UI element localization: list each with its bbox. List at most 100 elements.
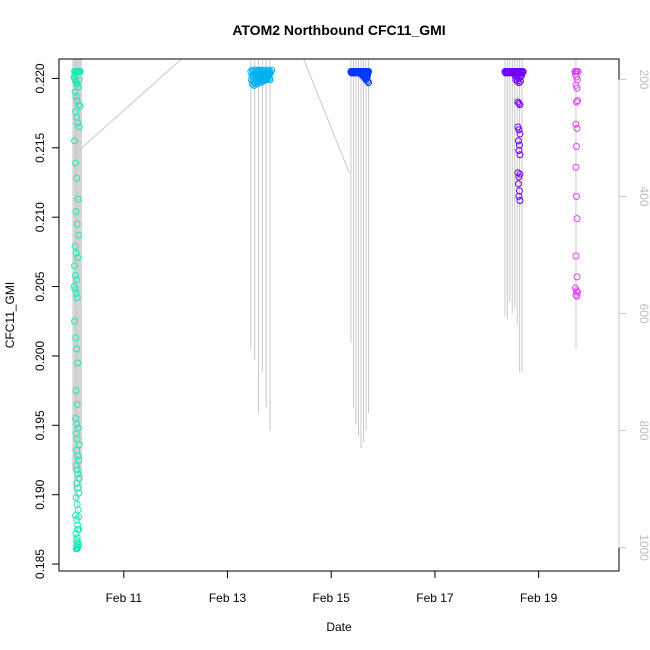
secondary-y-axis: 200 400 600 800 1000 <box>618 69 650 561</box>
data-point <box>74 359 82 367</box>
data-point <box>364 77 372 85</box>
data-point <box>73 420 81 428</box>
data-point <box>572 120 580 128</box>
data-point <box>75 474 83 482</box>
data-point <box>74 542 82 550</box>
data-point <box>72 387 80 395</box>
data-point <box>75 513 83 521</box>
data-point <box>72 511 80 519</box>
x-tick-label: Feb 13 <box>209 591 247 605</box>
flight-track-layer <box>72 59 577 513</box>
data-point <box>73 534 81 542</box>
data-point <box>516 151 524 159</box>
data-point <box>574 97 582 105</box>
data-point <box>72 530 80 538</box>
secondary-y-tick-label: 400 <box>637 186 650 206</box>
chart-title: ATOM2 Northbound CFC11_GMI <box>232 22 445 38</box>
data-point <box>572 291 580 299</box>
data-point <box>515 99 523 107</box>
data-point <box>515 192 523 200</box>
data-point <box>74 452 82 460</box>
data-point <box>76 102 84 110</box>
data-point <box>573 292 581 300</box>
data-point <box>572 142 580 150</box>
data-point <box>265 70 273 78</box>
data-point <box>572 192 580 200</box>
y-tick-label: 0.220 <box>33 63 47 93</box>
data-point <box>515 79 523 87</box>
x-tick-label: Feb 19 <box>520 591 558 605</box>
secondary-y-tick-label: 1000 <box>637 534 650 561</box>
data-point <box>515 147 523 155</box>
data-point <box>516 170 524 178</box>
data-point <box>74 525 82 533</box>
y-tick-label: 0.195 <box>33 410 47 440</box>
data-point <box>74 119 82 127</box>
data-point <box>572 163 580 171</box>
data-point <box>74 470 82 478</box>
y-tick-label: 0.210 <box>33 202 47 232</box>
secondary-y-tick-label: 800 <box>637 421 650 441</box>
data-point <box>73 400 81 408</box>
data-point <box>73 97 81 105</box>
data-point <box>573 84 581 92</box>
data-point <box>514 137 522 145</box>
y-tick-label: 0.215 <box>33 132 47 162</box>
data-point <box>72 334 80 342</box>
data-point <box>573 273 581 281</box>
x-tick-label: Feb 15 <box>313 591 351 605</box>
data-point <box>71 317 79 325</box>
data-point <box>516 101 524 109</box>
data-point <box>573 124 581 132</box>
x-tick-label: Feb 11 <box>106 591 143 605</box>
data-point <box>75 76 83 84</box>
data-point <box>72 289 80 297</box>
data-point <box>515 126 523 134</box>
data-point <box>73 500 81 508</box>
data-point <box>73 276 81 284</box>
secondary-y-tick-label: 200 <box>637 69 650 89</box>
data-point <box>73 294 81 302</box>
x-axis: Feb 11 Feb 13 Feb 15 Feb 17 Feb 19 <box>106 570 558 605</box>
data-point <box>74 195 82 203</box>
data-point <box>514 169 522 177</box>
x-tick-label: Feb 17 <box>416 591 454 605</box>
data-point <box>72 249 80 257</box>
data-point <box>71 285 79 293</box>
data-point <box>513 77 521 85</box>
y-tick-label: 0.185 <box>33 549 47 579</box>
data-point <box>74 521 82 529</box>
y-axis-label: CFC11_GMI <box>3 282 17 348</box>
data-point <box>255 77 263 85</box>
data-point <box>73 345 81 353</box>
flight-track-transit <box>303 59 350 174</box>
data-point <box>573 215 581 223</box>
data-point <box>516 197 524 205</box>
data-point <box>262 70 270 78</box>
data-point <box>71 137 79 145</box>
data-point-layer <box>70 66 582 553</box>
data-point <box>514 180 522 188</box>
data-point <box>72 208 80 216</box>
y-tick-label: 0.200 <box>33 341 47 371</box>
data-point <box>75 123 83 131</box>
data-point <box>75 101 83 109</box>
data-point <box>73 480 81 488</box>
data-point <box>267 69 275 77</box>
data-point <box>72 159 80 167</box>
data-point <box>252 79 260 87</box>
data-point <box>248 80 256 88</box>
data-point <box>74 253 82 261</box>
data-point <box>74 83 82 91</box>
data-point <box>71 242 79 250</box>
data-point <box>71 88 79 96</box>
data-point <box>365 79 373 87</box>
data-point <box>73 466 81 474</box>
data-point <box>76 67 84 75</box>
data-point <box>75 231 83 239</box>
data-point <box>72 462 80 470</box>
secondary-y-tick-label: 600 <box>637 304 650 324</box>
data-point <box>363 74 371 82</box>
x-axis-label: Date <box>326 620 352 634</box>
